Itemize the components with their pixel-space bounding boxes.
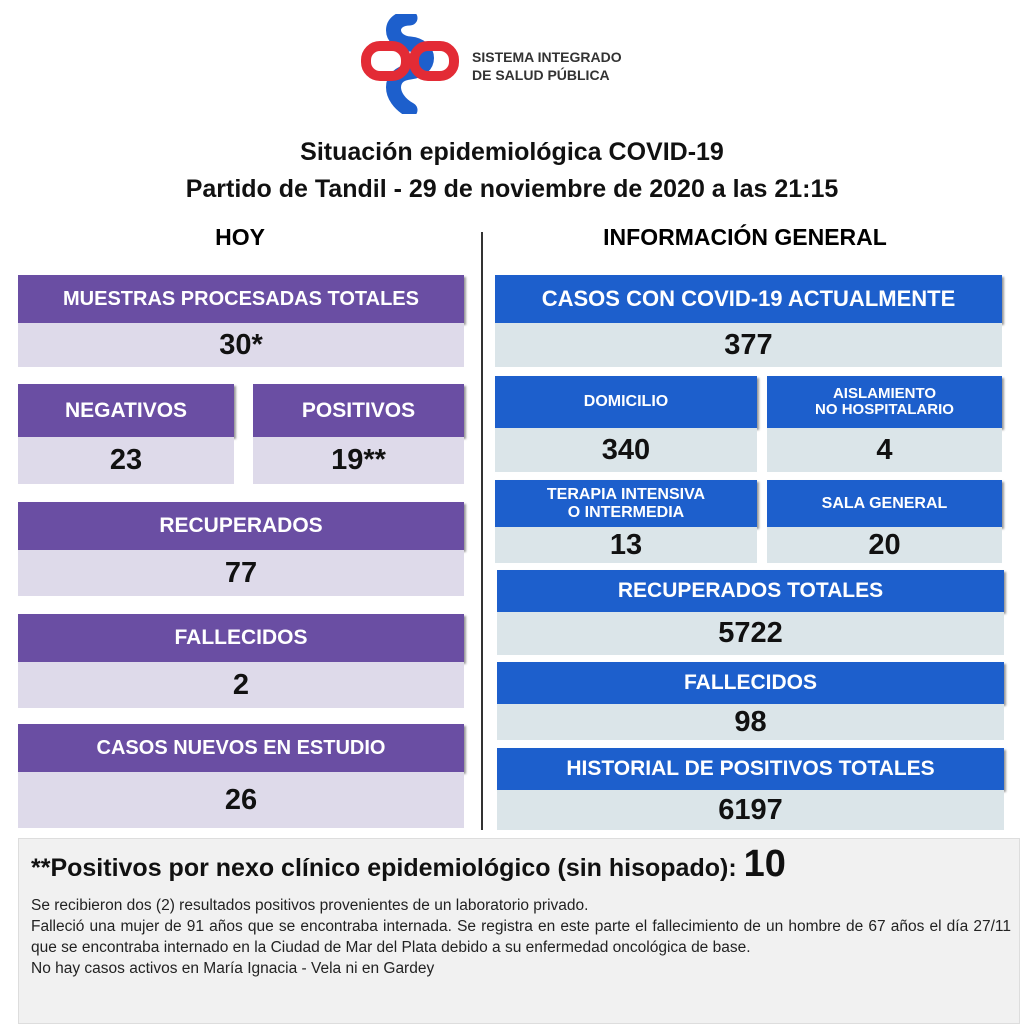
card-value: 6197 xyxy=(497,790,1004,830)
card-label: RECUPERADOS xyxy=(159,514,323,538)
logo-line: SISTEMA INTEGRADO xyxy=(472,49,622,65)
paragraph: No hay casos activos en María Ignacia - … xyxy=(31,960,435,977)
card-header: POSITIVOS xyxy=(253,384,464,437)
card-value: 5722 xyxy=(497,612,1004,655)
card: MUESTRAS PROCESADAS TOTALES 30* xyxy=(18,275,464,367)
note-box: **Positivos por nexo clínico epidemiológ… xyxy=(18,838,1020,1024)
card-header: CASOS CON COVID-19 ACTUALMENTE xyxy=(495,275,1002,323)
card-label: TERAPIA INTENSIVA xyxy=(546,485,706,503)
logo-icon xyxy=(361,14,459,114)
card-header: TERAPIA INTENSIVA O INTERMEDIA xyxy=(495,480,757,527)
divider xyxy=(481,232,483,830)
card-value: 98 xyxy=(497,704,1004,740)
card: RECUPERADOS 77 xyxy=(18,502,464,596)
card-value: 4 xyxy=(767,428,1002,472)
card-header: AISLAMIENTO NO HOSPITALARIO xyxy=(767,376,1002,428)
card-header: FALLECIDOS xyxy=(497,662,1004,704)
card-label: O INTERMEDIA xyxy=(567,503,685,521)
card: CASOS CON COVID-19 ACTUALMENTE 377 xyxy=(495,275,1002,367)
card-label: CASOS CON COVID-19 ACTUALMENTE xyxy=(541,285,956,311)
card-label: AISLAMIENTO xyxy=(832,384,937,402)
card: FALLECIDOS 98 xyxy=(497,662,1004,740)
card-label: MUESTRAS PROCESADAS TOTALES xyxy=(63,288,419,310)
card-header: DOMICILIO xyxy=(495,376,757,428)
note-paragraphs: Se recibieron dos (2) resultados positiv… xyxy=(31,895,1011,979)
card: SALA GENERAL 20 xyxy=(767,480,1002,563)
card: RECUPERADOS TOTALES 5722 xyxy=(497,570,1004,655)
card-label: HISTORIAL DE POSITIVOS TOTALES xyxy=(566,757,935,781)
card-header: RECUPERADOS xyxy=(18,502,464,550)
card-value: 2 xyxy=(18,662,464,708)
note-line: **Positivos por nexo clínico epidemiológ… xyxy=(31,843,786,886)
card-value: 13 xyxy=(495,527,757,563)
card: NEGATIVOS 23 xyxy=(18,384,234,484)
card-header: MUESTRAS PROCESADAS TOTALES xyxy=(18,275,464,323)
card-header: SALA GENERAL xyxy=(767,480,1002,527)
card-value: 30* xyxy=(18,323,464,367)
card: POSITIVOS 19** xyxy=(253,384,464,484)
note-value: 10 xyxy=(743,843,786,885)
card-value: 77 xyxy=(18,550,464,596)
card: AISLAMIENTO NO HOSPITALARIO 4 xyxy=(767,376,1002,472)
card-value: 26 xyxy=(18,772,464,828)
card-label: NO HOSPITALARIO xyxy=(815,401,954,418)
paragraph: Se recibieron dos (2) resultados positiv… xyxy=(31,897,589,914)
card-header: FALLECIDOS xyxy=(18,614,464,662)
card-header: HISTORIAL DE POSITIVOS TOTALES xyxy=(497,748,1004,790)
card: HISTORIAL DE POSITIVOS TOTALES 6197 xyxy=(497,748,1004,830)
card-value: 20 xyxy=(767,527,1002,563)
card: DOMICILIO 340 xyxy=(495,376,757,472)
logo-line: DE SALUD PÚBLICA xyxy=(472,67,610,83)
logo-text: SISTEMA INTEGRADO DE SALUD PÚBLICA xyxy=(472,48,622,84)
card-value: 23 xyxy=(18,437,234,484)
section-heading: INFORMACIÓN GENERAL xyxy=(603,224,887,250)
card-header: NEGATIVOS xyxy=(18,384,234,437)
card-value: 377 xyxy=(495,323,1002,367)
card-label: FALLECIDOS xyxy=(174,626,308,650)
card-value: 340 xyxy=(495,428,757,472)
title: Situación epidemiológica COVID-19 xyxy=(300,138,724,166)
card-label: DOMICILIO xyxy=(583,393,669,411)
card-label: CASOS NUEVOS EN ESTUDIO xyxy=(96,737,386,759)
card-label: FALLECIDOS xyxy=(683,671,817,695)
card-label: SALA GENERAL xyxy=(821,494,948,512)
subtitle: Partido de Tandil - 29 de noviembre de 2… xyxy=(185,175,839,203)
card-label: NEGATIVOS xyxy=(64,398,188,422)
card-header: RECUPERADOS TOTALES xyxy=(497,570,1004,612)
paragraph: Falleció una mujer de 91 años que se enc… xyxy=(31,918,1011,956)
card: FALLECIDOS 2 xyxy=(18,614,464,708)
section-heading: HOY xyxy=(215,224,265,250)
card-value: 19** xyxy=(253,437,464,484)
card-header: CASOS NUEVOS EN ESTUDIO xyxy=(18,724,464,772)
note-text: **Positivos por nexo clínico epidemiológ… xyxy=(31,854,737,882)
card-label: POSITIVOS xyxy=(301,398,416,422)
card: CASOS NUEVOS EN ESTUDIO 26 xyxy=(18,724,464,828)
card: TERAPIA INTENSIVA O INTERMEDIA 13 xyxy=(495,480,757,563)
card-label: RECUPERADOS TOTALES xyxy=(617,579,884,603)
